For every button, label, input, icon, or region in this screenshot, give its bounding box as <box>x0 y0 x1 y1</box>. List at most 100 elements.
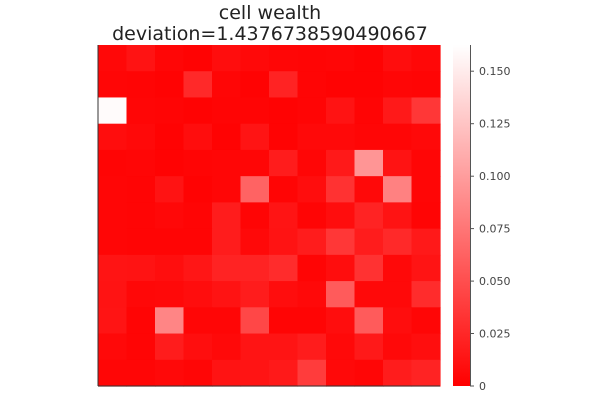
heatmap-cell <box>212 254 242 282</box>
heatmap-cell <box>240 359 270 387</box>
heatmap-cell <box>354 281 384 308</box>
heatmap-cell <box>297 333 327 361</box>
heatmap-cell <box>155 149 185 177</box>
heatmap-cell <box>240 71 270 99</box>
heatmap-cell <box>297 45 327 72</box>
heatmap-cell <box>354 45 384 72</box>
heatmap-cell <box>183 97 213 125</box>
heatmap-cell <box>411 45 441 72</box>
heatmap-cell <box>383 359 413 387</box>
heatmap-cell <box>297 123 327 151</box>
heatmap-cell <box>155 359 185 387</box>
heatmap-cell <box>126 97 156 125</box>
heatmap-cell <box>354 71 384 99</box>
heatmap-cell <box>269 333 299 361</box>
heatmap-cell <box>240 333 270 361</box>
heatmap-cell <box>126 149 156 177</box>
heatmap-cell <box>98 307 128 335</box>
heatmap-cell <box>98 333 128 361</box>
heatmap-cell <box>411 254 441 282</box>
heatmap-cell <box>98 149 128 177</box>
heatmap-cell <box>212 149 242 177</box>
heatmap-cell <box>212 45 242 72</box>
heatmap-cell <box>411 97 441 125</box>
heatmap-cell <box>183 71 213 99</box>
heatmap-cell <box>240 254 270 282</box>
heatmap-cell <box>411 176 441 203</box>
heatmap-cell <box>354 97 384 125</box>
heatmap-cell <box>98 281 128 308</box>
heatmap-cell <box>212 123 242 151</box>
heatmap-cell <box>269 254 299 282</box>
heatmap-cell <box>183 333 213 361</box>
heatmap-cell <box>326 176 356 203</box>
heatmap-cell <box>240 176 270 203</box>
heatmap-cell <box>212 333 242 361</box>
heatmap-cell <box>326 202 356 230</box>
heatmap-cell <box>383 97 413 125</box>
heatmap-cell <box>183 359 213 387</box>
heatmap-cell <box>126 333 156 361</box>
heatmap-cell <box>326 281 356 308</box>
heatmap-cell <box>212 281 242 308</box>
heatmap-cell <box>411 202 441 230</box>
heatmap-cell <box>155 123 185 151</box>
heatmap-cell <box>155 307 185 335</box>
heatmap-cell <box>155 333 185 361</box>
heatmap-cell <box>297 254 327 282</box>
chart-title-line-1: cell wealth <box>219 2 321 24</box>
heatmap-cell <box>183 281 213 308</box>
heatmap-cell <box>383 45 413 72</box>
plot-frame <box>97 45 440 387</box>
heatmap-cell <box>240 228 270 256</box>
heatmap-cell <box>383 307 413 335</box>
heatmap-cell <box>212 97 242 125</box>
heatmap-cell <box>155 228 185 256</box>
heatmap-cell <box>411 281 441 308</box>
heatmap-cell <box>297 359 327 387</box>
heatmap-cell <box>326 333 356 361</box>
heatmap-cell <box>126 202 156 230</box>
heatmap-cell <box>98 45 128 72</box>
heatmap-cell <box>383 281 413 308</box>
colorbar-tick-label: 0.075 <box>479 223 511 236</box>
heatmap-cell <box>155 97 185 125</box>
heatmap-cell <box>411 228 441 256</box>
heatmap-cell <box>269 359 299 387</box>
heatmap-cell <box>126 254 156 282</box>
heatmap-cell <box>126 307 156 335</box>
heatmap-cell <box>269 202 299 230</box>
heatmap-cell <box>354 228 384 256</box>
heatmap-cell <box>354 202 384 230</box>
heatmap-cell <box>155 176 185 203</box>
heatmap-cell <box>297 149 327 177</box>
heatmap-cell <box>411 123 441 151</box>
heatmap-cell <box>98 359 128 387</box>
heatmap-cell <box>326 45 356 72</box>
heatmap-cell <box>269 97 299 125</box>
heatmap-cell <box>98 254 128 282</box>
heatmap-cell <box>126 359 156 387</box>
heatmap-cell <box>383 176 413 203</box>
heatmap-cell <box>297 228 327 256</box>
heatmap-cell <box>240 45 270 72</box>
heatmap-cell <box>269 71 299 99</box>
heatmap-cell <box>411 149 441 177</box>
heatmap-cell <box>126 228 156 256</box>
colorbar-tick-label: 0.150 <box>479 65 511 78</box>
heatmap-cell <box>240 149 270 177</box>
heatmap-cell <box>354 123 384 151</box>
heatmap-cell <box>354 333 384 361</box>
heatmap-cell <box>326 307 356 335</box>
heatmap-cell <box>183 123 213 151</box>
heatmap-cell <box>240 202 270 230</box>
heatmap-cell <box>326 123 356 151</box>
heatmap-cell <box>126 176 156 203</box>
heatmap-cell <box>240 123 270 151</box>
heatmap-cell <box>126 45 156 72</box>
heatmap-cell <box>212 71 242 99</box>
heatmap-cell <box>183 176 213 203</box>
heatmap-cell <box>269 149 299 177</box>
heatmap-cell <box>354 254 384 282</box>
